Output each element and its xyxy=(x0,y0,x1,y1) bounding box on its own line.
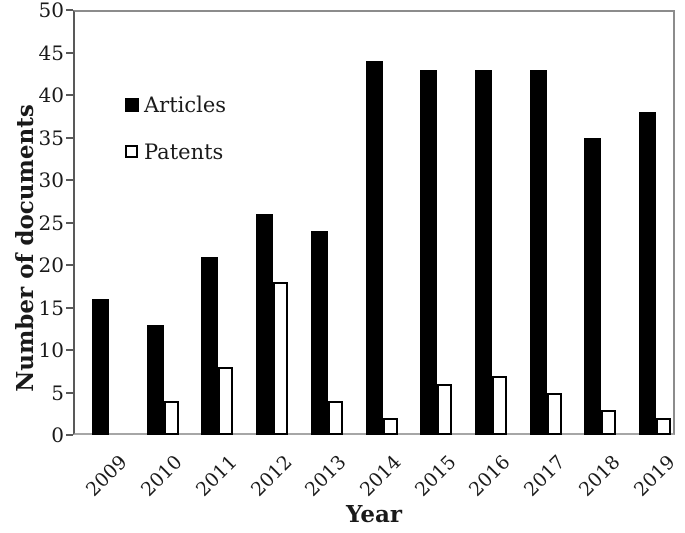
bar-articles-2014 xyxy=(365,61,383,435)
bar-articles-2009 xyxy=(91,299,109,435)
bar-articles-2016 xyxy=(474,69,492,435)
y-tick-label: 10 xyxy=(38,338,64,362)
bar-patents-2018 xyxy=(601,409,617,435)
bar-articles-2012 xyxy=(256,214,274,435)
bar-patents-2019 xyxy=(656,418,672,435)
legend-item-patents: Patents xyxy=(125,139,226,164)
bar-articles-2011 xyxy=(201,256,219,435)
bar-patents-2017 xyxy=(546,392,562,435)
bar-patents-2016 xyxy=(491,375,507,435)
legend-label-articles: Articles xyxy=(144,92,227,117)
y-tick-label: 0 xyxy=(51,423,64,447)
x-axis-title: Year xyxy=(345,501,403,528)
bar-patents-2014 xyxy=(382,418,398,435)
y-tick-mark xyxy=(66,306,73,309)
y-tick-label: 15 xyxy=(38,295,64,320)
bar-articles-2010 xyxy=(146,324,164,435)
filled-square-icon xyxy=(125,97,139,112)
legend-item-articles: Articles xyxy=(125,92,227,117)
y-tick-label: 25 xyxy=(38,210,64,235)
bar-patents-2013 xyxy=(327,401,343,435)
y-tick-mark xyxy=(66,9,73,11)
bar-articles-2015 xyxy=(420,69,438,435)
y-tick-label: 20 xyxy=(38,253,64,277)
bar-patents-2010 xyxy=(163,401,179,435)
y-tick-label: 40 xyxy=(38,83,64,107)
y-tick-mark xyxy=(66,434,73,436)
y-tick-mark xyxy=(66,264,73,266)
y-tick-mark xyxy=(66,221,73,224)
bar-articles-2013 xyxy=(310,231,328,435)
y-tick-mark xyxy=(66,136,73,139)
bar-patents-2012 xyxy=(273,282,289,435)
y-tick-mark xyxy=(66,179,73,181)
y-tick-mark xyxy=(66,94,73,96)
open-square-icon xyxy=(125,145,138,158)
bar-articles-2018 xyxy=(584,137,602,435)
bar-articles-2017 xyxy=(529,69,547,435)
legend-label-patents: Patents xyxy=(144,139,224,164)
y-tick-label: 35 xyxy=(38,125,64,150)
y-tick-label: 30 xyxy=(38,168,64,192)
bar-articles-2019 xyxy=(639,112,657,435)
legend: Articles Patents xyxy=(125,92,227,188)
y-tick-label: 45 xyxy=(38,40,64,65)
y-tick-mark xyxy=(66,51,73,54)
bar-patents-2015 xyxy=(437,384,453,435)
y-tick-mark xyxy=(66,391,73,394)
y-tick-label: 50 xyxy=(38,0,64,22)
y-tick-label: 5 xyxy=(51,380,64,405)
y-tick-mark xyxy=(66,349,73,351)
bar-patents-2011 xyxy=(218,367,234,435)
